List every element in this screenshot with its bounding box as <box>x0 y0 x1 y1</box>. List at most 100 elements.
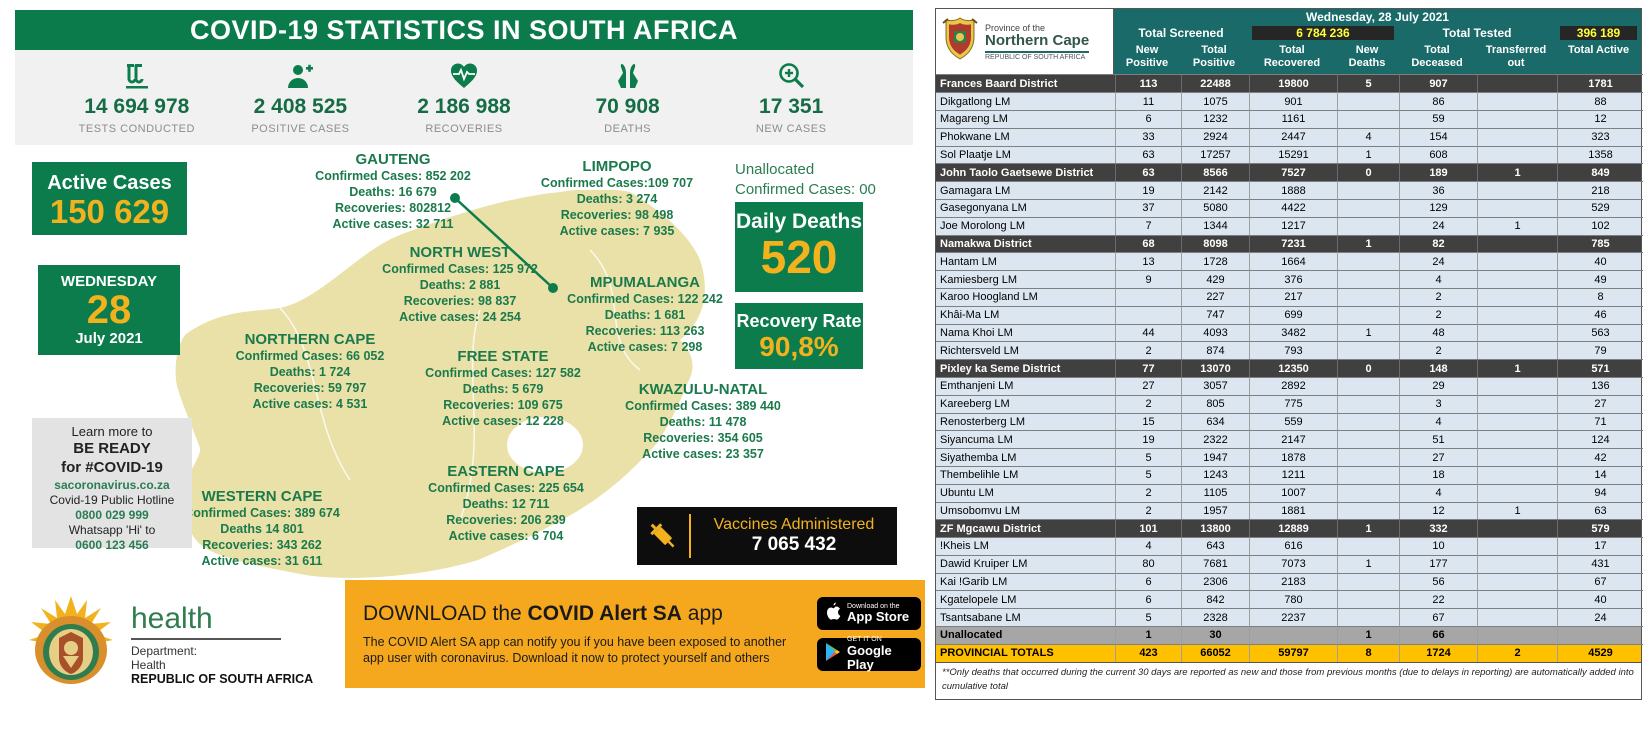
row-value: 129 <box>1400 198 1478 217</box>
row-name: Gamagara LM <box>936 181 1116 199</box>
row-value: 30 <box>1182 626 1250 644</box>
row-value: 7681 <box>1182 554 1250 573</box>
learn-line2: BE READY <box>73 440 151 458</box>
row-value: 2322 <box>1182 430 1250 449</box>
vaccines-administered-box: Vaccines Administered 7 065 432 <box>637 507 897 565</box>
row-value: 7527 <box>1250 163 1338 182</box>
lesotho-cutout <box>507 417 583 473</box>
row-name: Hantam LM <box>936 252 1116 271</box>
row-value: 1781 <box>1558 74 1643 92</box>
row-value: 1075 <box>1182 92 1250 110</box>
row-value: 2 <box>1116 341 1182 360</box>
row-name: Namakwa District <box>936 234 1116 253</box>
app-banner-description: The COVID Alert SA app can notify you if… <box>363 634 787 665</box>
dept-line3: REPUBLIC OF SOUTH AFRICA <box>131 671 314 686</box>
table-header: Province of the Northern Cape REPUBLIC O… <box>936 9 1641 75</box>
row-value <box>1338 572 1400 591</box>
province-stat-line: Recoveries: 59 797 <box>253 381 367 395</box>
row-value: 1007 <box>1250 483 1338 502</box>
row-value: 8566 <box>1182 163 1250 182</box>
date-box: WEDNESDAY 28 July 2021 <box>38 265 180 355</box>
active-cases-label: Active Cases <box>47 172 172 194</box>
stat-label: POSITIVE CASES <box>251 122 350 135</box>
row-value <box>1338 501 1400 520</box>
covid-alert-app-banner: DOWNLOAD the COVID Alert SA app The COVI… <box>345 580 925 688</box>
province-name: LIMPOPO <box>582 158 652 175</box>
stat-label: RECOVERIES <box>425 122 503 135</box>
row-value: 1664 <box>1250 252 1338 271</box>
row-name: Umsobomvu LM <box>936 501 1116 520</box>
row-value: 14 <box>1558 465 1643 484</box>
province-stat-line: Recoveries: 109 675 <box>443 398 563 412</box>
stat-label: TESTS CONDUCTED <box>78 122 195 135</box>
province-stat-line: Confirmed Cases: 389 440 <box>625 399 781 413</box>
row-name: Gasegonyana LM <box>936 198 1116 217</box>
table-row: Unallocated 1 30 1 66 <box>936 626 1643 644</box>
row-value: 1232 <box>1182 109 1250 128</box>
table-row: Hantam LM 13 1728 1664 24 40 <box>936 252 1643 271</box>
stat-value: 2 408 525 <box>253 94 348 118</box>
row-value: 22 <box>1400 590 1478 609</box>
row-value <box>1338 448 1400 466</box>
table-row: Tsantsabane LM 5 2328 2237 67 24 <box>936 608 1643 627</box>
row-value: 2 <box>1116 394 1182 413</box>
row-value: 793 <box>1250 341 1338 360</box>
magnifier-plus-icon <box>776 61 806 91</box>
row-value: 37 <box>1116 198 1182 217</box>
province-stat-line: Active cases: 6 704 <box>448 529 564 543</box>
row-value: 67 <box>1400 608 1478 627</box>
row-value <box>1478 181 1558 199</box>
table-row: Renosterberg LM 15 634 559 4 71 <box>936 412 1643 431</box>
column-headers: New Positive Total Positive Total Recovere… <box>1114 41 1641 74</box>
province-stat-line: Deaths: 2 881 <box>419 278 501 292</box>
province-stat-line: Recoveries: 343 262 <box>202 538 322 552</box>
total-screened-label: Total Screened <box>1138 26 1224 40</box>
row-value: 780 <box>1250 590 1338 609</box>
row-value: 8 <box>1338 643 1400 662</box>
row-value: 1881 <box>1250 501 1338 520</box>
row-value <box>1478 92 1558 110</box>
row-value <box>1338 109 1400 128</box>
row-value <box>1478 234 1558 253</box>
whatsapp-number[interactable]: 0600 123 456 <box>75 537 149 552</box>
row-value: 3482 <box>1250 323 1338 342</box>
row-value: 2924 <box>1182 127 1250 146</box>
row-value: 12 <box>1558 109 1643 128</box>
row-name: !Kheis LM <box>936 537 1116 555</box>
row-value: 148 <box>1400 359 1478 377</box>
row-value: 559 <box>1250 412 1338 431</box>
row-value <box>1478 145 1558 164</box>
row-value: 86 <box>1400 92 1478 110</box>
row-value: 323 <box>1558 127 1643 146</box>
hotline-number[interactable]: 0800 029 999 <box>75 507 149 522</box>
row-value: 2 <box>1400 305 1478 324</box>
country-silhouette <box>175 190 705 578</box>
row-value: 1 <box>1338 234 1400 253</box>
date-day-number: 28 <box>86 288 132 332</box>
vaccines-label: Vaccines Administered <box>713 516 875 533</box>
row-value <box>1478 412 1558 431</box>
province-stat-line: Confirmed Cases: 225 654 <box>428 481 584 495</box>
row-value: 24 <box>1400 216 1478 235</box>
row-value: 8098 <box>1182 234 1250 253</box>
province-stat-line: Active cases: 32 711 <box>332 217 454 231</box>
app-store-badge[interactable]: Download on the App Store <box>817 597 921 630</box>
row-value: 1947 <box>1182 448 1250 466</box>
row-value: 42 <box>1558 448 1643 466</box>
hotline-label: Covid-19 Public Hotline <box>49 492 175 507</box>
row-value: 0 <box>1338 359 1400 377</box>
row-name: Kareeberg LM <box>936 394 1116 413</box>
row-value: 423 <box>1116 643 1182 662</box>
province-stats-eastern-cape: EASTERN CAPE Confirmed Cases: 225 654 Deat… <box>428 463 584 544</box>
column-header: Total Active <box>1567 44 1630 56</box>
row-value <box>1478 252 1558 271</box>
google-play-badge[interactable]: GET IT ON Google Play <box>817 636 921 672</box>
row-value: 15291 <box>1250 145 1338 164</box>
daily-deaths-label: Daily Deaths <box>735 210 863 233</box>
row-value: 2 <box>1116 483 1182 502</box>
row-value: 332 <box>1400 519 1478 538</box>
table-row: John Taolo Gaetsewe District 63 8566 7527 0 1… <box>936 163 1643 182</box>
row-value: 579 <box>1558 519 1643 537</box>
website-link[interactable]: sacoronavirus.co.za <box>54 477 170 492</box>
province-stat-line: Deaths: 5 679 <box>462 382 544 396</box>
